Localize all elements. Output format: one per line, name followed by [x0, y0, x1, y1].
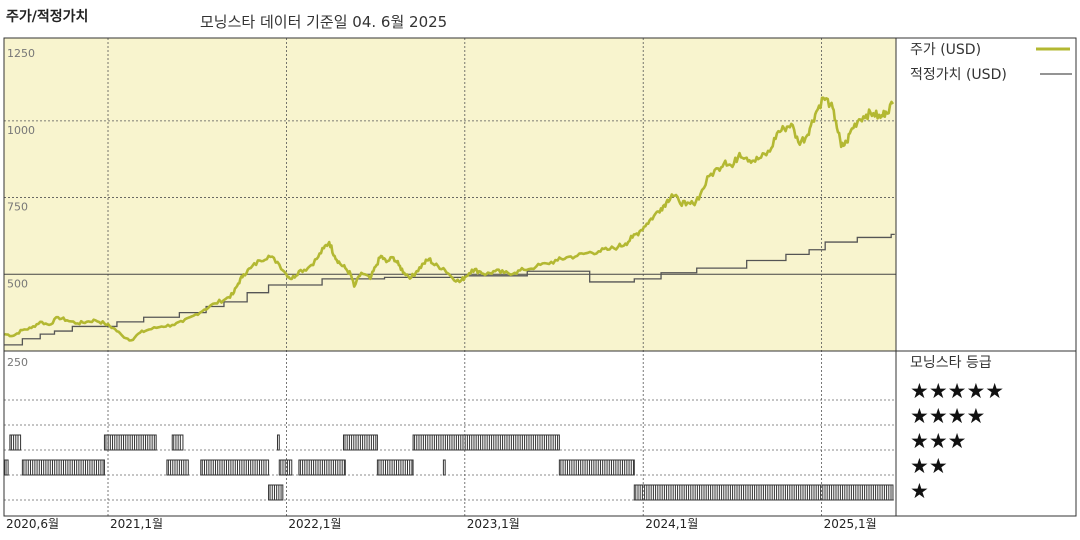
x-tick-label: 2023,1월 — [467, 517, 520, 531]
x-tick-label: 2024,1월 — [645, 517, 698, 531]
x-tick-label: 2025,1월 — [824, 517, 877, 531]
price-line — [4, 96, 895, 342]
y-tick-label: 500 — [7, 277, 28, 290]
rating-legend-title: 모닝스타 등급 — [910, 355, 992, 371]
x-tick-label: 2020,6월 — [6, 517, 59, 531]
y-tick-label: 750 — [7, 201, 28, 214]
chart-title: 주가/적정가치 — [6, 9, 89, 25]
axis-labels: 2020,6월 2021,1월 2022,1월 2023,1월 2024,1월 2025,… — [6, 47, 877, 531]
price-plot-background — [4, 38, 896, 351]
series-lines — [4, 96, 895, 346]
rating-five-stars: ★★★★★ — [910, 379, 1004, 403]
rating-bar — [268, 484, 284, 501]
y-tick-label: 250 — [7, 356, 28, 369]
legend-fair-value-label: 적정가치 (USD) — [910, 67, 1007, 83]
fair-value-line — [4, 233, 895, 346]
rating-bar — [442, 459, 446, 476]
rating-one-star: ★ — [910, 479, 929, 503]
rating-two-stars: ★★ — [910, 454, 948, 478]
rating-bar — [9, 434, 22, 451]
y-tick-label: 1000 — [7, 124, 35, 137]
rating-bar — [412, 434, 560, 451]
x-tick-label: 2021,1월 — [110, 517, 163, 531]
rating-bar — [200, 459, 270, 476]
rating-bar — [171, 434, 184, 451]
rating-three-stars: ★★★ — [910, 429, 966, 453]
rating-bar — [376, 459, 414, 476]
y-tick-label: 1250 — [7, 47, 35, 60]
legend-price-label: 주가 (USD) — [910, 42, 981, 58]
rating-bar — [558, 459, 635, 476]
x-tick-label: 2022,1월 — [288, 517, 341, 531]
data-date-subtitle: 모닝스타 데이터 기준일 04. 6월 2025 — [200, 13, 448, 31]
legend: 주가 (USD) 적정가치 (USD) 모닝스타 등급 ★★★★★ ★★★★ ★… — [910, 42, 1072, 503]
rating-bars — [4, 434, 894, 501]
rating-bar — [276, 434, 280, 451]
rating-four-stars: ★★★★ — [910, 404, 985, 428]
chart-frame — [3, 37, 1077, 517]
